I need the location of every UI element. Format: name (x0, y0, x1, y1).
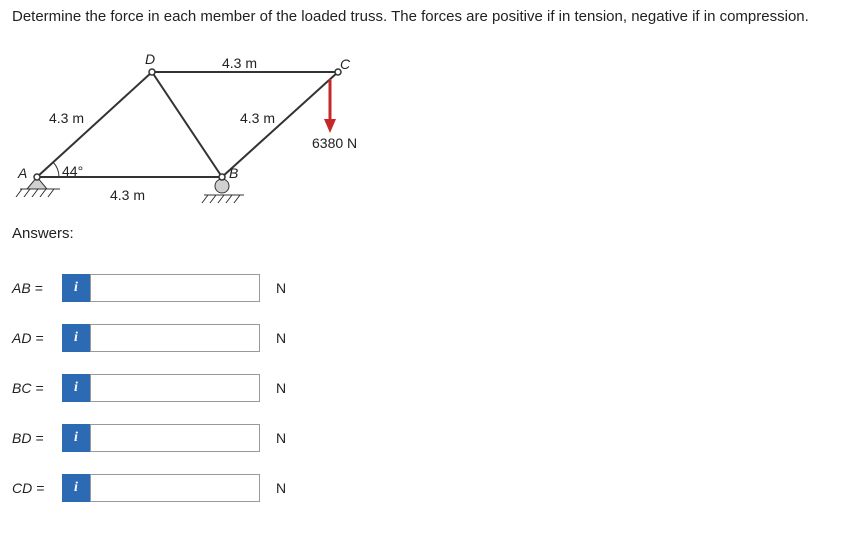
answer-input-ab[interactable] (90, 274, 260, 302)
answer-input-bd[interactable] (90, 424, 260, 452)
answer-row-bc: BC = i N (12, 374, 846, 402)
info-icon-glyph: i (74, 480, 78, 496)
angle-label: 44° (62, 163, 83, 179)
info-icon-glyph: i (74, 430, 78, 446)
node-label-d: D (145, 51, 155, 67)
answer-input-ad[interactable] (90, 324, 260, 352)
member-label-ab: AB = (12, 280, 62, 296)
unit-ab: N (276, 280, 286, 296)
truss-diagram: A B D C 44° 4.3 m 4.3 m 4.3 m 4.3 m 6380… (12, 37, 372, 207)
length-ad: 4.3 m (49, 110, 84, 126)
info-icon-ad[interactable]: i (62, 324, 90, 352)
info-icon-glyph: i (74, 330, 78, 346)
info-icon-cd[interactable]: i (62, 474, 90, 502)
joint-a (34, 174, 40, 180)
info-icon-glyph: i (74, 280, 78, 296)
force-label: 6380 N (312, 135, 357, 151)
length-bc: 4.3 m (240, 110, 275, 126)
member-label-bd: BD = (12, 430, 62, 446)
member-db (152, 72, 222, 177)
node-label-c: C (340, 56, 350, 72)
joint-b (219, 174, 225, 180)
support-a-ground (16, 189, 60, 197)
angle-arc (53, 162, 59, 177)
member-label-cd: CD = (12, 480, 62, 496)
info-icon-bd[interactable]: i (62, 424, 90, 452)
answer-input-cd[interactable] (90, 474, 260, 502)
length-ab: 4.3 m (110, 187, 145, 203)
member-label-bc: BC = (12, 380, 62, 396)
node-label-a: A (18, 165, 27, 181)
question-text: Determine the force in each member of th… (12, 8, 846, 25)
unit-cd: N (276, 480, 286, 496)
unit-bc: N (276, 380, 286, 396)
support-roller-b (215, 179, 229, 193)
member-label-ad: AD = (12, 330, 62, 346)
unit-bd: N (276, 430, 286, 446)
unit-ad: N (276, 330, 286, 346)
answer-row-cd: CD = i N (12, 474, 846, 502)
node-label-b: B (229, 165, 238, 181)
answer-row-bd: BD = i N (12, 424, 846, 452)
force-arrow-head (324, 119, 336, 133)
support-b-ground (202, 195, 244, 203)
answer-input-bc[interactable] (90, 374, 260, 402)
length-dc: 4.3 m (222, 55, 257, 71)
info-icon-bc[interactable]: i (62, 374, 90, 402)
info-icon-glyph: i (74, 380, 78, 396)
joint-d (149, 69, 155, 75)
answers-heading: Answers: (12, 225, 846, 242)
info-icon-ab[interactable]: i (62, 274, 90, 302)
answer-row-ad: AD = i N (12, 324, 846, 352)
answer-row-ab: AB = i N (12, 274, 846, 302)
